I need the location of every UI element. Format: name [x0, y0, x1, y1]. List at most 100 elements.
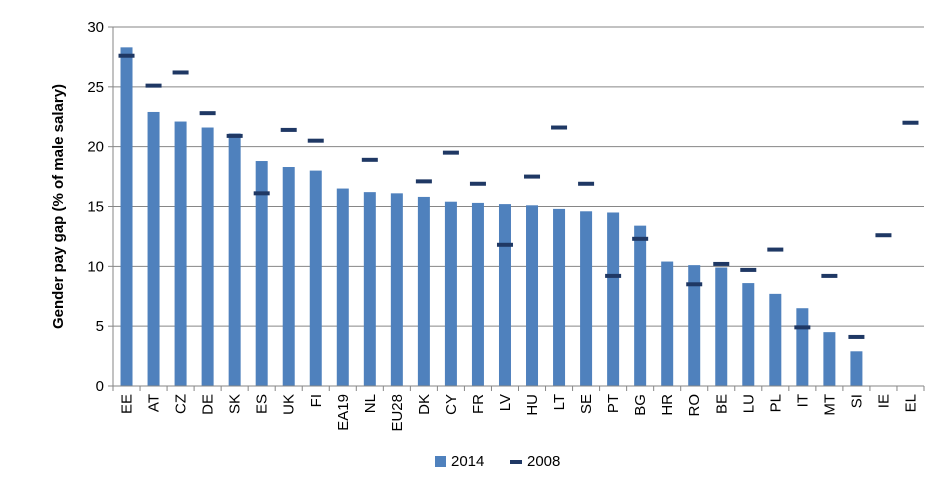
x-tick-label: IE — [875, 394, 892, 408]
x-tick-label: FI — [308, 394, 325, 407]
x-tick-label: BG — [632, 394, 649, 416]
y-tick-label: 0 — [96, 378, 104, 395]
bar-2014 — [715, 267, 728, 386]
x-tick-label: CY — [443, 394, 460, 415]
x-tick-label: LU — [740, 394, 757, 413]
marker-2008 — [605, 273, 622, 278]
bar-2014 — [309, 170, 322, 386]
legend-swatch-2008 — [510, 460, 522, 464]
x-tick-labels: EE AT CZ DE SK ES UK FI EA19 NL EU28 DK CY FR LV HU LT SE… — [119, 394, 920, 432]
marker-2008 — [199, 111, 216, 116]
bar-2014 — [688, 265, 701, 386]
x-tick-label: LV — [497, 394, 514, 411]
bar-2014 — [390, 193, 403, 386]
x-tick-label: BE — [713, 394, 730, 414]
bar-2014 — [255, 161, 268, 386]
marker-2008 — [767, 247, 784, 252]
bar-2014 — [147, 111, 160, 387]
marker-2008 — [713, 261, 730, 266]
marker-2008 — [307, 138, 324, 143]
marker-2008 — [551, 125, 568, 130]
bar-2014 — [336, 188, 349, 386]
marker-2008 — [280, 127, 297, 132]
y-axis-label: Gender pay gap (% of male salary) — [50, 84, 67, 329]
legend-label-2008: 2008 — [527, 453, 560, 470]
x-tick-label: SE — [578, 394, 595, 414]
marker-2008 — [253, 191, 270, 196]
x-tick-label: FR — [470, 394, 487, 414]
x-tick-label: DE — [200, 394, 217, 415]
bar-2014 — [417, 196, 430, 386]
legend: 2014 2008 — [435, 453, 560, 470]
marker-2008 — [361, 157, 378, 162]
y-tick-label: 5 — [96, 318, 104, 335]
bar-2014 — [282, 167, 295, 386]
bar-2014 — [201, 127, 214, 387]
bar-2014 — [120, 47, 133, 387]
x-tick-label: ES — [254, 394, 271, 414]
gridlines — [113, 26, 924, 327]
x-tick-label: DK — [416, 394, 433, 415]
marker-2008 — [172, 70, 189, 75]
marker-2008 — [686, 282, 703, 287]
bar-2014 — [363, 192, 376, 386]
bar-2014 — [823, 332, 836, 386]
x-tick-label: RO — [686, 394, 703, 417]
x-tick-label: IT — [794, 394, 811, 407]
marker-2008 — [821, 273, 838, 278]
x-tick-label: PL — [767, 394, 784, 412]
y-tick-label: 20 — [87, 139, 104, 156]
bar-2014 — [498, 204, 511, 386]
legend-label-2014: 2014 — [451, 453, 484, 470]
marker-2008 — [902, 120, 919, 125]
marker-2008 — [524, 174, 541, 179]
x-tick-label: UK — [281, 394, 298, 415]
bar-2014 — [553, 208, 566, 386]
bar-2014 — [850, 351, 863, 386]
marker-2008 — [848, 334, 865, 339]
x-tick-label: NL — [362, 394, 379, 413]
bar-2014 — [444, 201, 457, 386]
x-tick-label: EA19 — [335, 394, 352, 431]
marker-2008 — [415, 179, 432, 184]
bar-2014 — [526, 205, 539, 386]
x-tick-label: EE — [119, 394, 136, 414]
bars-2014 — [120, 47, 863, 387]
x-tick-label: SK — [227, 394, 244, 414]
marker-2008 — [496, 242, 513, 247]
axes — [108, 26, 925, 391]
x-tick-label: HR — [659, 394, 676, 416]
bar-2014 — [661, 261, 674, 386]
y-tick-label: 10 — [87, 258, 104, 275]
marker-2008 — [118, 53, 135, 58]
marker-2008 — [794, 325, 811, 330]
bar-2014 — [796, 308, 809, 386]
bar-2014 — [471, 202, 484, 386]
y-tick-label: 15 — [87, 199, 104, 216]
legend-swatch-2014 — [435, 456, 446, 467]
markers-2008 — [118, 53, 919, 339]
x-tick-label: PT — [605, 394, 622, 413]
y-tick-label: 25 — [87, 79, 104, 96]
marker-2008 — [875, 233, 892, 238]
x-tick-label: LT — [551, 394, 568, 410]
x-tick-label: MT — [821, 394, 838, 416]
x-tick-label: SI — [848, 394, 865, 408]
y-tick-labels: 0 5 10 15 20 25 30 — [87, 19, 104, 395]
marker-2008 — [632, 236, 649, 241]
bar-2014 — [607, 212, 620, 386]
bar-2014 — [634, 225, 647, 386]
bar-2014 — [769, 293, 782, 386]
x-tick-label: CZ — [173, 394, 190, 414]
bar-2014 — [580, 211, 593, 386]
x-tick-label: EU28 — [389, 394, 406, 432]
marker-2008 — [740, 267, 757, 272]
marker-2008 — [226, 133, 243, 138]
bar-2014 — [742, 283, 755, 386]
bar-2014 — [174, 121, 187, 386]
marker-2008 — [578, 181, 595, 186]
bar-2014 — [228, 133, 241, 386]
x-tick-label: HU — [524, 394, 541, 416]
